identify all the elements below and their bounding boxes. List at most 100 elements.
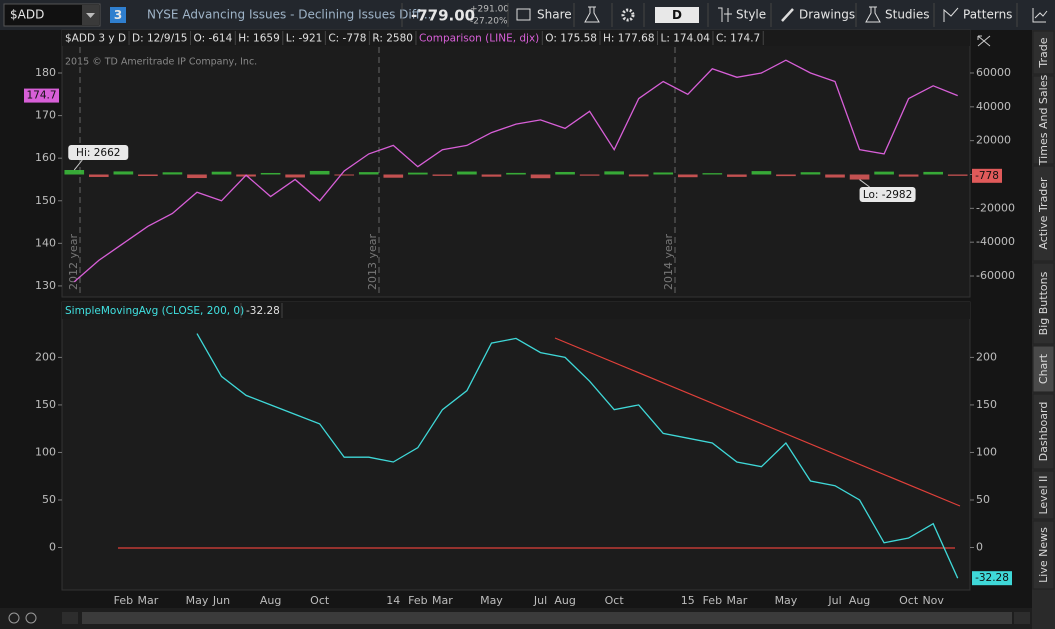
y2-tick-label: -40000 [976, 235, 1015, 248]
scroll-right[interactable] [1014, 612, 1030, 624]
symbol[interactable]: $ADD [10, 8, 44, 22]
x-tick-label: May [775, 594, 798, 607]
side-tab-label[interactable]: Times And Sales [1037, 75, 1050, 167]
x-tick-label: May [480, 594, 503, 607]
y-tick-label: 180 [35, 66, 56, 79]
scroll-thumb[interactable] [82, 612, 1012, 624]
hi-box [68, 145, 129, 160]
x-tick-label: Oct [310, 594, 330, 607]
y-tick-label-right: 100 [976, 445, 997, 458]
header-item: O: 175.58 [545, 33, 597, 45]
side-tab[interactable] [1032, 520, 1055, 590]
add-bar [506, 172, 526, 175]
patterns-button[interactable]: Patterns [963, 8, 1012, 22]
drawings-icon[interactable] [781, 8, 794, 22]
side-tab[interactable] [1032, 75, 1055, 165]
add-bar [653, 172, 674, 175]
add-bar [383, 174, 404, 178]
lo-leader [859, 179, 870, 188]
side-tab[interactable] [1032, 30, 1055, 75]
side-tab[interactable] [1032, 345, 1055, 393]
side-tab[interactable] [1032, 470, 1055, 520]
x-tick-label: Mar [432, 594, 453, 607]
share-icon[interactable] [516, 8, 531, 21]
upper-header [62, 30, 970, 46]
link-badge[interactable]: 3 [114, 8, 122, 22]
add-bar [874, 171, 894, 175]
header-item: L: 174.04 [661, 33, 711, 45]
add-bar [88, 174, 109, 177]
studies-button[interactable]: Studies [885, 8, 930, 22]
header-item: H: 177.68 [603, 33, 655, 45]
add-bar [898, 174, 919, 177]
toolbar [0, 0, 1055, 30]
trendline[interactable] [554, 337, 961, 507]
add-bar [677, 174, 698, 178]
link-badge-box[interactable] [110, 7, 126, 23]
y-tick-label: 130 [35, 279, 56, 292]
add-bar [751, 171, 772, 175]
header-item: D: 12/9/15 [132, 33, 187, 45]
side-tab[interactable] [1032, 262, 1055, 345]
y-tick-label: 150 [35, 398, 56, 411]
zoom-in[interactable] [25, 612, 37, 624]
flask-icon[interactable] [584, 6, 600, 23]
add-bar [187, 174, 207, 179]
header-item: C: 174.7 [716, 33, 760, 45]
add-bar [702, 173, 723, 175]
header-item: $ADD 3 y D [65, 33, 126, 45]
y-tick-label: 140 [35, 236, 56, 249]
side-tab[interactable] [1032, 165, 1055, 262]
y-tick-label: 50 [42, 493, 56, 506]
side-tab-label[interactable]: Trade [1037, 37, 1050, 68]
symbol-box[interactable] [3, 3, 101, 27]
style-icon[interactable] [718, 7, 732, 22]
add-bar [825, 174, 845, 178]
side-tab[interactable] [1032, 393, 1055, 470]
add-bar [138, 174, 158, 177]
maximize-icon[interactable] [977, 35, 991, 47]
y-tick-label: 100 [35, 445, 56, 458]
y2-tick-label: 20000 [976, 134, 1011, 147]
share-button[interactable]: Share [537, 8, 572, 22]
scroll-left[interactable] [62, 612, 78, 624]
side-tab-label[interactable]: Dashboard [1037, 402, 1050, 462]
add-bar [113, 171, 134, 175]
add-bar [334, 174, 355, 176]
header-item: R: 2580 [372, 33, 413, 45]
side-tab-label[interactable]: Level II [1037, 475, 1050, 514]
y-tick-label: 0 [49, 541, 56, 554]
patterns-icon[interactable] [943, 7, 959, 22]
aggregation-box[interactable] [655, 7, 699, 23]
studies-icon[interactable] [865, 6, 881, 23]
x-tick-label: 15 [681, 594, 695, 607]
side-tab-label[interactable]: Active Trader [1037, 177, 1050, 250]
last-add-bubble [972, 168, 1002, 183]
add-bar [628, 174, 649, 177]
copyright: 2015 © TD Ameritrade IP Company, Inc. [65, 57, 257, 68]
add-bar [457, 171, 477, 175]
side-tab-label[interactable]: Big Buttons [1037, 271, 1050, 335]
zoom-out[interactable] [8, 612, 20, 624]
y-tick-label: 150 [35, 194, 56, 207]
settings-icon[interactable] [621, 8, 635, 22]
x-tick-label: Mar [726, 594, 747, 607]
year-label: 2014 year [662, 233, 675, 290]
last-price: -779.00 [411, 7, 475, 25]
drawings-button[interactable]: Drawings [799, 8, 855, 22]
side-tab-label[interactable]: Chart [1037, 353, 1050, 384]
chart-icon[interactable] [1032, 8, 1048, 23]
aggregation[interactable]: D [672, 8, 682, 22]
add-bar [800, 172, 821, 175]
side-tabs: Trade Times And Sales Active Trader Big But… [1032, 30, 1055, 590]
add-bar [309, 170, 330, 175]
net-change: +291.00 [470, 5, 509, 15]
dropdown-arrow [86, 13, 95, 18]
side-tab-label[interactable]: Live News [1037, 527, 1050, 583]
add-bar [432, 174, 453, 176]
add-bar [923, 171, 944, 175]
style-button[interactable]: Style [736, 8, 766, 22]
add-bar [849, 174, 870, 180]
